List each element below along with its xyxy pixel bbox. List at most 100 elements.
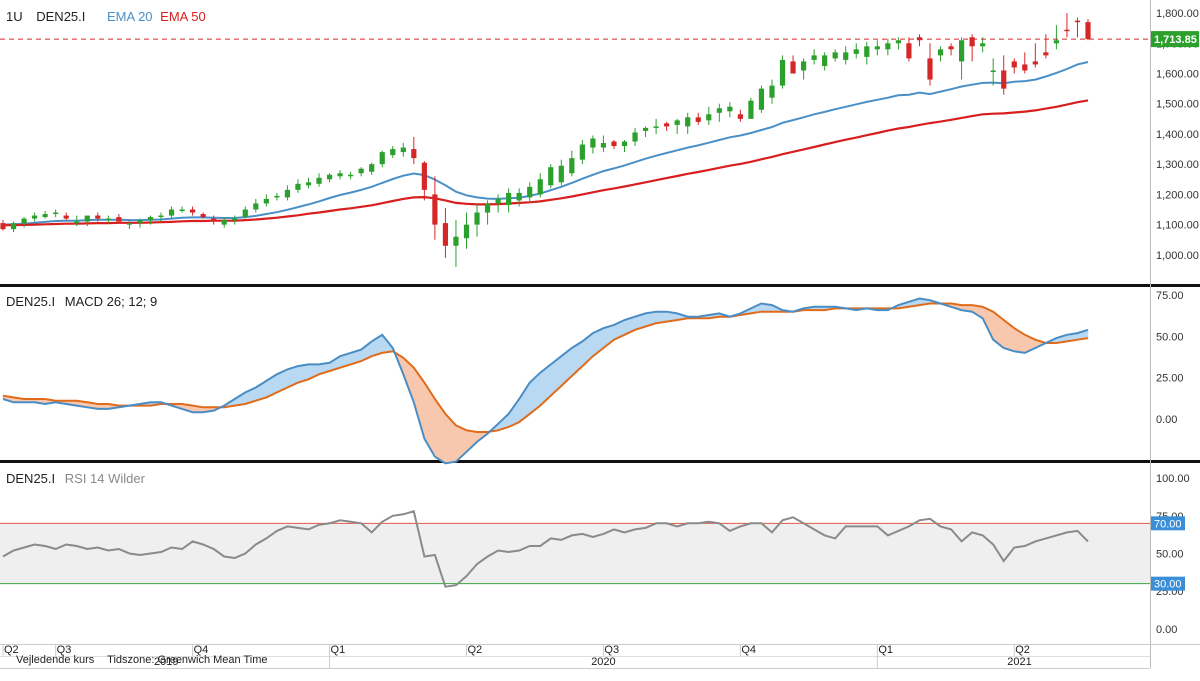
candle-body [190, 209, 196, 213]
rsi-band [0, 523, 1150, 584]
rsi-ytick-label: 100.00 [1156, 473, 1190, 485]
macd-symbol-label: DEN25.I [6, 294, 56, 309]
candle-body [42, 214, 48, 218]
price-ytick-label: 1,800.00 [1156, 8, 1199, 20]
candle-body [980, 43, 986, 47]
rsi-legend: DEN25.I RSI 14 Wilder [6, 471, 155, 486]
candle-body [369, 164, 375, 172]
price-ytick-label: 1,200.00 [1156, 189, 1199, 201]
candle-body [516, 192, 522, 201]
candle-body [21, 218, 27, 224]
candle-body [642, 127, 649, 131]
candle-body [432, 194, 438, 225]
macd-fill-segment [992, 311, 1005, 349]
candle-body [126, 223, 133, 225]
candle-body [779, 59, 786, 86]
price-ytick-label: 1,300.00 [1156, 159, 1199, 171]
candle-body [348, 174, 354, 177]
candle-body [1022, 64, 1028, 71]
candle-body [74, 221, 80, 224]
rsi-symbol-label: DEN25.I [6, 471, 56, 486]
price-ytick-label: 1,500.00 [1156, 99, 1199, 111]
candles [0, 13, 1091, 267]
candle-body [1043, 52, 1049, 56]
price-ytick-label: 1,000.00 [1156, 250, 1199, 262]
macd-fill-segment [466, 429, 478, 453]
candle-body [495, 198, 501, 204]
candle-body [1085, 22, 1091, 40]
quarter-label: Q1 [331, 644, 346, 656]
year-label: 2020 [591, 656, 615, 668]
ema20-legend[interactable]: EMA 20 [107, 9, 153, 24]
price-ytick-label: 1,600.00 [1156, 69, 1199, 81]
rsi-params-label[interactable]: RSI 14 Wilder [64, 471, 145, 486]
candle-body [653, 126, 659, 128]
candle-body [895, 40, 901, 44]
candle-body [695, 117, 701, 122]
macd-ytick-label: 0.00 [1156, 414, 1177, 426]
year-label: 2021 [1007, 656, 1031, 668]
candle-body [295, 183, 301, 190]
price-panel: 1,000.00 1,100.00 1,200.00 1,300.00 1,400.00… [0, 8, 1199, 267]
candle-body [558, 165, 564, 183]
ema20-line [2, 61, 1089, 226]
candle-body [1053, 40, 1059, 44]
candle-body [748, 100, 754, 119]
macd-ytick-label: 25.00 [1156, 373, 1184, 385]
candle-body [358, 168, 364, 174]
ema50-legend[interactable]: EMA 50 [160, 9, 206, 24]
macd-params-label[interactable]: MACD 26; 12; 9 [64, 294, 158, 309]
candle-body [179, 209, 185, 212]
candle-body [906, 43, 912, 59]
rsi-level-badge [1151, 576, 1185, 591]
candle-body [527, 186, 533, 198]
candle-body [421, 162, 427, 190]
candle-body [600, 143, 607, 148]
macd-legend: DEN25.I MACD 26; 12; 9 [6, 294, 167, 309]
price-legend: 1U DEN25.I EMA 20 EMA 50 [6, 9, 216, 24]
quarter-label: Q2 [4, 644, 19, 656]
candle-body [137, 220, 143, 224]
quarter-label: Q1 [878, 644, 893, 656]
candle-body [232, 218, 238, 221]
candle-body [200, 214, 206, 218]
candle-body [1001, 70, 1007, 89]
rsi-ytick-label: 50.00 [1156, 549, 1184, 561]
candle-body [84, 215, 90, 222]
candle-body [958, 40, 965, 62]
candle-body [95, 215, 101, 219]
candle-body [621, 141, 628, 147]
candle-body [506, 192, 512, 205]
candle-body [548, 167, 554, 186]
candle-body [853, 49, 859, 54]
candle-body [326, 174, 333, 180]
candle-body [168, 209, 175, 216]
last-price-badge [1151, 31, 1199, 48]
candle-body [1011, 61, 1017, 68]
timeframe-label[interactable]: 1U [6, 9, 23, 24]
candle-body [1074, 20, 1081, 23]
macd-fill-segment [413, 366, 425, 439]
candle-body [274, 195, 280, 198]
candle-body [305, 182, 312, 186]
macd-fill-segment [424, 381, 436, 458]
candle-body [1064, 29, 1070, 32]
macd-fill-segment [434, 398, 446, 464]
quarter-label: Q4 [194, 644, 209, 656]
candle-body [105, 218, 111, 221]
candle-body [569, 158, 575, 174]
candle-body [158, 215, 164, 218]
year-label: 2019 [154, 656, 178, 668]
quarter-label: Q2 [467, 644, 482, 656]
candle-body [10, 223, 17, 230]
candle-body [706, 114, 712, 121]
candle-body [611, 141, 617, 147]
macd-line [2, 297, 1089, 465]
candle-body [316, 177, 322, 184]
candle-body [800, 61, 807, 71]
candle-body [337, 173, 343, 177]
candle-body [758, 88, 765, 110]
candle-body [632, 132, 638, 142]
candle-body [390, 149, 396, 156]
